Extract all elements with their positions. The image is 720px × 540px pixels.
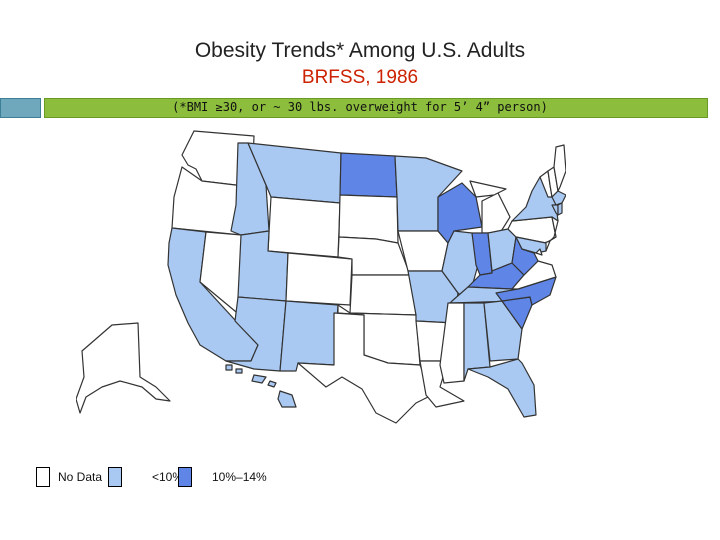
- state-HI: [225, 364, 297, 408]
- legend-label-10-14: 10%–14%: [212, 470, 267, 484]
- legend-swatch-10-14: [178, 467, 192, 487]
- state-KS: [349, 274, 417, 316]
- state-TX: [297, 312, 433, 424]
- legend-swatch-lt10: [108, 467, 122, 487]
- legend-label-no-data: No Data: [58, 470, 103, 484]
- state-AK: [76, 322, 171, 414]
- state-MA: [551, 190, 566, 206]
- state-NM: [279, 300, 339, 372]
- slide-title: Obesity Trends* Among U.S. Adults: [194, 39, 526, 62]
- state-MS: [439, 302, 465, 384]
- state-DC: [535, 248, 543, 256]
- state-ND: [339, 152, 398, 198]
- state-WY: [267, 196, 341, 258]
- state-FL: [467, 358, 537, 418]
- accent-bar-right: [44, 98, 708, 118]
- legend-swatch-no-data: [36, 467, 50, 487]
- state-RI: [557, 202, 563, 216]
- bmi-footnote: (*BMI ≥30, or ~ 30 lbs. overweight for 5…: [172, 100, 548, 114]
- slide-subtitle: BRFSS, 1986: [301, 67, 419, 88]
- accent-bar-left: [0, 98, 41, 118]
- legend-label-lt10: <10%: [152, 470, 184, 484]
- state-MI: [469, 180, 511, 234]
- state-CO: [285, 252, 353, 306]
- state-SD: [338, 194, 399, 244]
- state-WI: [437, 182, 483, 244]
- us-obesity-map: [76, 130, 566, 424]
